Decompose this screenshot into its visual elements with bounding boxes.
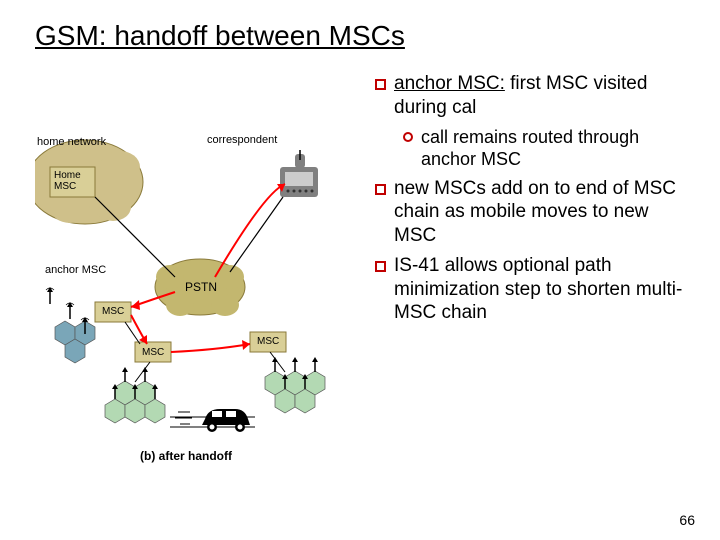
home-msc-label: Home MSC bbox=[54, 170, 81, 192]
bullet-1-underline: anchor MSC: bbox=[394, 73, 505, 94]
bullet-3-text: IS-41 allows optional path minimization … bbox=[394, 254, 685, 325]
hex-cluster-right bbox=[265, 357, 325, 413]
msc-label-1: MSC bbox=[102, 306, 124, 317]
bullet-2: new MSCs add on to end of MSC chain as m… bbox=[375, 177, 685, 248]
diagram-caption: (b) after handoff bbox=[140, 450, 232, 463]
bullet-square-icon bbox=[375, 261, 386, 272]
bullet-1: anchor MSC: first MSC visited during cal bbox=[375, 72, 685, 120]
pstn-label: PSTN bbox=[185, 281, 217, 294]
bullet-square-icon bbox=[375, 184, 386, 195]
msc-label-3: MSC bbox=[257, 336, 279, 347]
page-number: 66 bbox=[679, 512, 695, 528]
msc-label-2: MSC bbox=[142, 347, 164, 358]
bullet-1-sub: call remains routed through anchor MSC bbox=[403, 126, 685, 171]
hex-cluster-left bbox=[46, 287, 95, 363]
bullet-3: IS-41 allows optional path minimization … bbox=[375, 254, 685, 325]
bullet-2-text: new MSCs add on to end of MSC chain as m… bbox=[394, 177, 685, 248]
red-arrow-1 bbox=[215, 184, 285, 277]
bullet-1-sub-text: call remains routed through anchor MSC bbox=[421, 126, 685, 171]
correspondent-label: correspondent bbox=[207, 134, 277, 146]
bullet-square-icon bbox=[375, 79, 386, 90]
slide-content: home network correspondent Home MSC anch… bbox=[35, 72, 685, 492]
diagram-area: home network correspondent Home MSC anch… bbox=[35, 72, 365, 492]
home-network-label: home network bbox=[37, 136, 106, 148]
car-icon bbox=[202, 409, 250, 432]
bullet-circle-icon bbox=[403, 132, 413, 142]
correspondent-phone-icon bbox=[280, 150, 318, 197]
slide-title: GSM: handoff between MSCs bbox=[35, 20, 685, 52]
anchor-msc-label: anchor MSC bbox=[45, 264, 106, 276]
hex-cluster-center bbox=[105, 367, 165, 423]
bullet-list: anchor MSC: first MSC visited during cal… bbox=[375, 72, 685, 492]
